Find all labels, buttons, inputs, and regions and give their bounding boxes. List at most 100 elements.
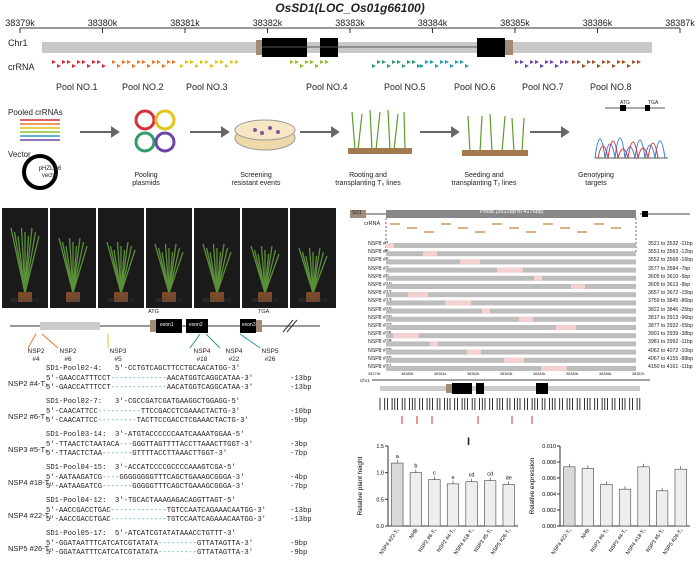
x-category-label: NSP3 #5-T₁	[473, 528, 494, 554]
exon1-label: exon1	[160, 322, 174, 328]
locus-coordinate: 38385k	[566, 372, 579, 376]
target-label-line: #22	[228, 356, 240, 363]
vector-plasmid	[22, 154, 58, 190]
pool-label: Pool NO.8	[590, 82, 632, 92]
pool-row-name: NSP8 #22	[368, 323, 392, 329]
seq-row: 5′-AACCGACCTGAC-------------TGTCCAATCAGA…	[46, 516, 266, 525]
crrna-arrow	[425, 60, 429, 64]
y-tick-label: 1.0	[376, 471, 384, 477]
target-label-line: NSP4	[225, 348, 243, 355]
pool-row-deletion	[556, 325, 576, 330]
seq-line-label: NSP4 #22-T₁	[8, 511, 52, 520]
crrna-label: crRNA	[8, 62, 35, 72]
pool-label: Pool NO.4	[306, 82, 348, 92]
seq-indel: -13bp	[290, 384, 312, 392]
crrna-arrow	[535, 60, 539, 64]
seq-ref-name: SD1-Pool04-15:	[46, 464, 107, 472]
pool-row-bar	[386, 300, 636, 306]
pool-row-bar	[386, 284, 636, 289]
crrna-arrow	[162, 64, 166, 68]
workflow-tga: TGA	[648, 100, 659, 106]
x-category-label: NSP2 #6-T₁	[417, 528, 438, 554]
workflow-step: Genotyping targets	[552, 172, 640, 188]
seq-left: 5′-GAACCATTTCCT	[46, 384, 111, 392]
pool-row-bar	[386, 275, 636, 281]
seq-deletion: -------------	[110, 516, 167, 524]
target-label: NSP2 #4	[22, 348, 50, 364]
locus-coordinate: 38383k	[500, 372, 513, 376]
seq-line-label: NSP2 #4-T₁	[8, 379, 48, 388]
chr-label: Chr1	[8, 38, 28, 48]
pool-row-deletion	[482, 308, 490, 314]
plant-leaf	[161, 251, 170, 294]
pool-row-deletion	[571, 284, 585, 289]
seq-indel: -13bp	[290, 507, 312, 515]
crrna-arrow	[112, 60, 116, 64]
crrna-arrow	[412, 60, 416, 64]
seq-deletion: ---------	[97, 417, 137, 425]
significance-letter: de	[506, 475, 512, 481]
target-label-line: #18	[196, 356, 208, 363]
crrna-arrow	[310, 60, 314, 64]
plant-label: NSP5 #26-T₁	[298, 298, 329, 304]
seq-row: 5′-GGATAATTTCATCATCGTATATA---------GTTAT…	[46, 549, 253, 558]
plant-leaf	[24, 235, 40, 294]
crrna-arrow	[455, 60, 459, 64]
y-tick-label: 0.004	[542, 492, 556, 498]
pool-row-name: NSP8 #9	[368, 273, 389, 280]
t0-plants	[351, 109, 406, 151]
locus-coordinate: 38386k	[599, 372, 612, 376]
significance-letter: cd	[469, 473, 475, 479]
seq-right: TGTCCAATCAGAAACAATGG-3′	[166, 507, 266, 515]
seq-right: GGGGGTTTCAGCTGAAAGCGGGA-3′	[132, 483, 245, 491]
pool-row-range: 3657 to 3672 -15bp	[648, 290, 693, 297]
crrna-arrow	[205, 60, 209, 64]
pool-row-name: NSP8 #31	[368, 364, 392, 370]
target-label-line: NSP2	[59, 348, 77, 355]
crrna-arrow	[300, 64, 304, 68]
pool-row-name: NSP8 #26	[368, 331, 392, 338]
seq-deletion: ----	[102, 474, 120, 482]
seq-row: 5′-AACCGACCTGAC-------------TGTCCAATCAGA…	[46, 507, 266, 516]
seq-deletion: -------------	[110, 384, 167, 392]
seq-left: 5′-GGATAATTTCATCATCGTATATA	[46, 540, 159, 548]
pool-label: Pool NO.5	[384, 82, 426, 92]
seq-deletion: -------------	[110, 375, 167, 383]
crrna-arrow	[622, 60, 626, 64]
crrna-arrow	[315, 64, 319, 68]
crrna-lines	[20, 119, 60, 141]
bar	[600, 484, 613, 527]
crrna-arrow	[200, 60, 204, 64]
x-category-label: NSP3 #5-T₁	[645, 528, 666, 554]
target-label: NSP3 #5	[104, 348, 132, 364]
chromosome-overview	[19, 27, 681, 68]
workflow-step-line: plasmids	[132, 180, 160, 187]
gene-model	[10, 319, 320, 349]
seq-ref: 5′-ATCATCGTATATAAACCTGTTT-3′	[115, 530, 236, 538]
pool-row-name: NSP8 #6	[368, 257, 389, 264]
utr	[256, 40, 262, 55]
plant-leaf	[24, 231, 37, 294]
seq-deletion: ---------	[158, 540, 197, 548]
crrna-arrow	[382, 60, 386, 64]
crrna-arrow	[515, 60, 519, 64]
seq-left: 5′-AACCGACCTGAC	[46, 516, 111, 524]
seq-row: 5′-CAACATTCC---------TACTTCCGACCTCGAAACT…	[46, 417, 249, 426]
x-category-label: NSP2 #4-T₁	[608, 528, 629, 554]
crrna-arrow	[637, 60, 641, 64]
bar	[446, 483, 460, 527]
crrna-arrow	[572, 60, 576, 64]
seq-indel: -3bp	[290, 441, 308, 449]
crrna-arrow	[582, 64, 586, 68]
pool-label: Pool NO.6	[454, 82, 496, 92]
sd1-label: SD1	[352, 210, 362, 216]
plant-leaf	[120, 245, 133, 294]
crrna-arrow	[57, 64, 61, 68]
target-label: NSP4 #18	[188, 348, 216, 364]
crrna-arrow	[225, 64, 229, 68]
crrna-arrow	[372, 64, 376, 68]
plant-leaf	[264, 253, 280, 294]
pool-label: Pool NO.3	[186, 82, 228, 92]
crrna-arrow	[440, 60, 444, 64]
crrna-arrow	[520, 60, 524, 64]
